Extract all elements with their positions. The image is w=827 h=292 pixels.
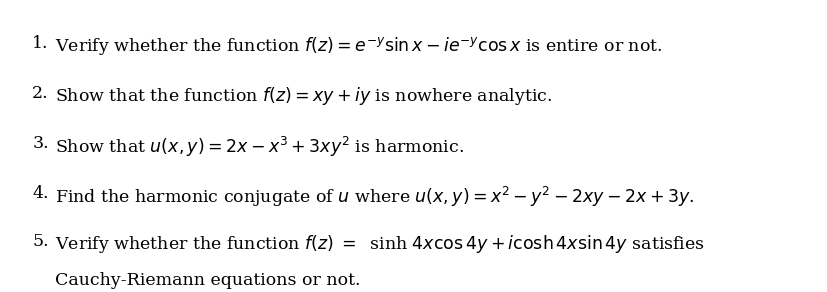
Text: Show that the function $f(z) = xy + iy$ is nowhere analytic.: Show that the function $f(z) = xy + iy$ … [55,85,552,107]
Text: 5.: 5. [32,233,49,250]
Text: Cauchy-Riemann equations or not.: Cauchy-Riemann equations or not. [55,272,361,289]
Text: Verify whether the function $f(z) = e^{-y}\sin x - ie^{-y}\cos x$ is entire or n: Verify whether the function $f(z) = e^{-… [55,35,662,57]
Text: 4.: 4. [32,185,49,202]
Text: Find the harmonic conjugate of $u$ where $u(x, y) = x^2 - y^2 - 2xy - 2x + 3y$.: Find the harmonic conjugate of $u$ where… [55,185,694,209]
Text: 2.: 2. [32,85,49,102]
Text: 1.: 1. [32,35,49,52]
Text: 3.: 3. [32,135,49,152]
Text: Verify whether the function $f(z)\; =\;$ sinh $4x\cos 4y + i\cosh 4x\sin 4y$ sat: Verify whether the function $f(z)\; =\;$… [55,233,705,256]
Text: Show that $u(x, y) = 2x - x^3 + 3xy^2$ is harmonic.: Show that $u(x, y) = 2x - x^3 + 3xy^2$ i… [55,135,464,159]
